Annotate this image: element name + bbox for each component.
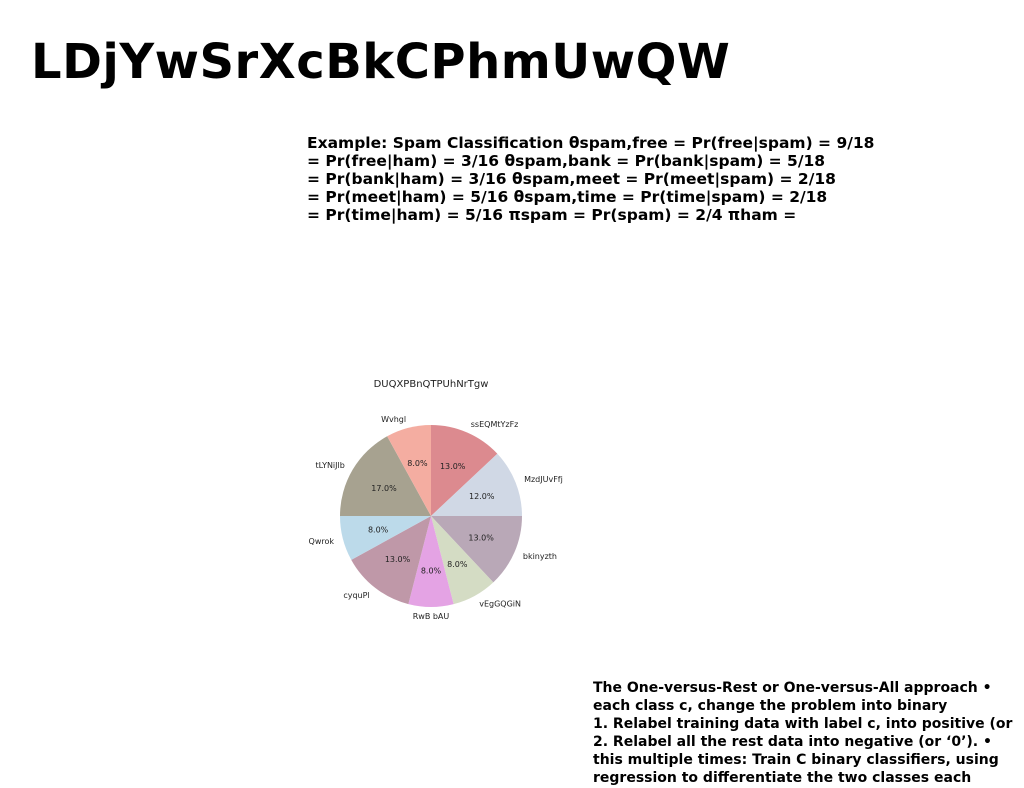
pie-category-label: ssEQMtYzFz bbox=[471, 420, 519, 429]
paragraph-line: regression to differentiate the two clas… bbox=[593, 770, 972, 786]
pie-percent-label: 17.0% bbox=[371, 484, 397, 493]
pie-category-label: vEgGQGiN bbox=[479, 600, 521, 609]
paragraph-line: this multiple times: Train C binary clas… bbox=[593, 752, 999, 768]
paragraph-line: 2. Relabel all the rest data into negati… bbox=[593, 734, 992, 750]
paragraph-line: each class c, change the problem into bi… bbox=[593, 698, 948, 714]
pie-percent-labels: 13.0% 12.0% 13.0% 8.0% 8.0% 13.0% 8.0% 17.0% 8.0… bbox=[368, 459, 495, 575]
one-vs-rest-paragraph: The One-versus-Rest or One-versus-All ap… bbox=[593, 679, 1012, 787]
pie-category-labels: ssEQMtYzFz MzdJUvFfj bkinyzth vEgGQGiN RwB b… bbox=[309, 415, 563, 621]
pie-category-label: RwB bAU bbox=[413, 612, 450, 621]
paragraph-line: = Pr(meet|ham) = 5/16 θspam,time = Pr(ti… bbox=[307, 188, 828, 206]
pie-category-label: Qwrok bbox=[309, 537, 335, 546]
pie-slice bbox=[340, 516, 431, 560]
pie-percent-label: 8.0% bbox=[368, 526, 389, 535]
pie-category-label: bkinyzth bbox=[523, 552, 557, 561]
pie-percent-label: 8.0% bbox=[421, 567, 442, 576]
pie-chart: DUQXPBnQTPUhNrTgw 13.0% 12.0% 13.0% 8.0% 8.0… bbox=[309, 379, 563, 621]
pie-category-label: Wvhgl bbox=[381, 415, 406, 424]
paragraph-line: 1. Relabel training data with label c, i… bbox=[593, 716, 1013, 732]
pie-slice bbox=[408, 516, 454, 607]
pie-percent-label: 13.0% bbox=[468, 534, 494, 543]
paragraph-line: The One-versus-Rest or One-versus-All ap… bbox=[593, 680, 992, 696]
paragraph-line: = Pr(time|ham) = 5/16 πspam = Pr(spam) =… bbox=[307, 206, 797, 224]
pie-slices bbox=[340, 425, 522, 607]
pie-slice bbox=[431, 516, 522, 583]
pie-percent-label: 13.0% bbox=[385, 555, 411, 564]
pie-slice bbox=[340, 436, 431, 516]
pie-percent-label: 13.0% bbox=[440, 462, 466, 471]
pie-slice bbox=[351, 516, 431, 605]
pie-slice bbox=[431, 516, 494, 605]
page-title: LDjYwSrXcBkCPhmUwQW bbox=[31, 34, 731, 90]
pie-percent-label: 8.0% bbox=[407, 459, 428, 468]
pie-slice bbox=[431, 453, 522, 516]
pie-percent-label: 8.0% bbox=[447, 560, 468, 569]
pie-slice bbox=[431, 425, 498, 516]
chart-title: DUQXPBnQTPUhNrTgw bbox=[374, 379, 489, 390]
pie-category-label: MzdJUvFfj bbox=[524, 475, 563, 484]
pie-percent-label: 12.0% bbox=[469, 492, 495, 501]
paragraph-line: = Pr(free|ham) = 3/16 θspam,bank = Pr(ba… bbox=[307, 152, 826, 170]
paragraph-line: Example: Spam Classification θspam,free … bbox=[307, 134, 875, 152]
paragraph-line: = Pr(bank|ham) = 3/16 θspam,meet = Pr(me… bbox=[307, 170, 836, 188]
pie-slice bbox=[387, 425, 431, 516]
spam-example-paragraph: Example: Spam Classification θspam,free … bbox=[307, 134, 874, 224]
pie-category-label: tLYNiJlb bbox=[316, 461, 345, 470]
pie-category-label: cyquPl bbox=[343, 591, 369, 600]
